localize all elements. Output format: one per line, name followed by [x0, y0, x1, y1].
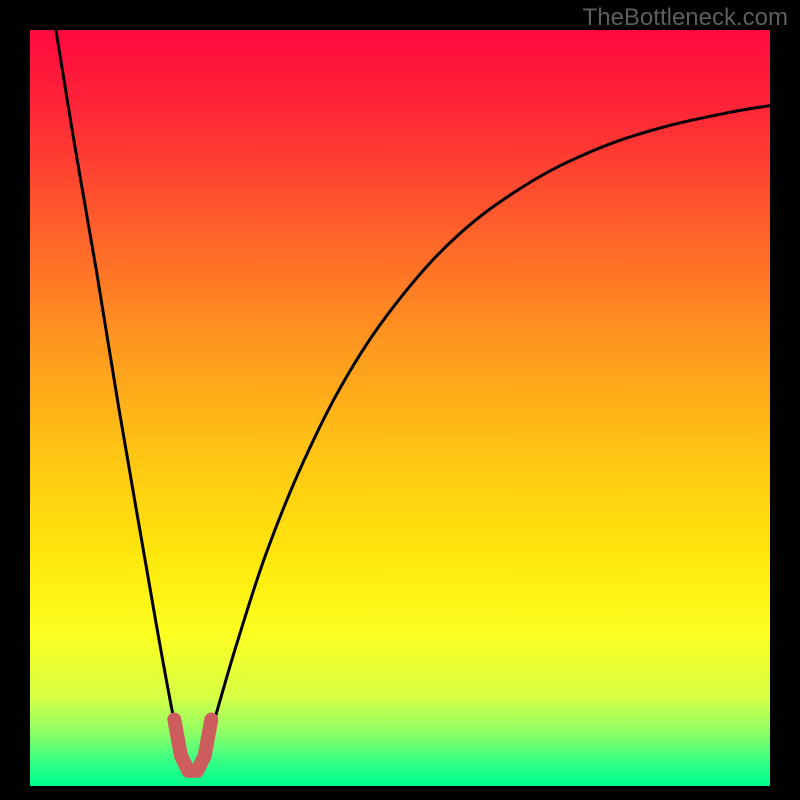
- chart-container: TheBottleneck.com: [0, 0, 800, 800]
- watermark-text: TheBottleneck.com: [583, 4, 788, 32]
- chart-svg: [0, 0, 800, 800]
- plot-area: [30, 30, 770, 786]
